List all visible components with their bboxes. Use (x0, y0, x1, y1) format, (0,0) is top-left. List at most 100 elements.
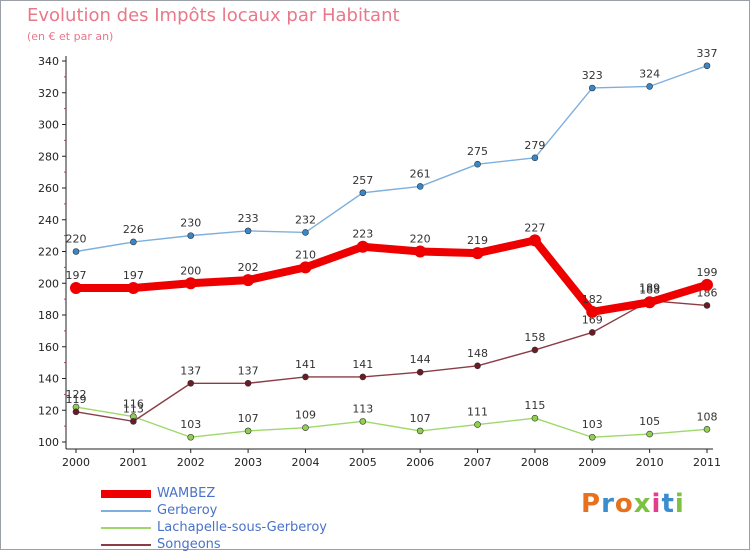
data-label-wambez: 197 (66, 269, 87, 282)
data-point-gerberoy (187, 232, 195, 239)
y-tick-label: 100 (38, 436, 59, 449)
data-point-gerberoy (531, 154, 539, 162)
data-point-songeons (187, 379, 195, 387)
legend-swatch-songeons (101, 543, 151, 546)
data-point-wambez (356, 240, 369, 253)
data-label-lachapelle-sous-gerberoy: 107 (238, 412, 259, 425)
legend-swatch-gerberoy (101, 509, 151, 512)
y-tick-label: 160 (38, 341, 59, 354)
data-label-songeons: 137 (238, 364, 259, 377)
logo-letter: i (651, 489, 662, 519)
data-label-gerberoy: 275 (467, 145, 488, 158)
data-point-lachapelle-sous-gerberoy (359, 418, 367, 425)
data-label-songeons: 119 (66, 393, 87, 406)
data-label-lachapelle-sous-gerberoy: 103 (582, 418, 603, 431)
legend: WAMBEZ Gerberoy Lachapelle-sous-Gerberoy… (101, 485, 327, 553)
y-tick-label: 260 (38, 182, 59, 195)
data-label-lachapelle-sous-gerberoy: 109 (295, 409, 316, 422)
logo-letter: x (633, 489, 652, 519)
x-tick-label: 2009 (578, 456, 606, 469)
data-label-gerberoy: 233 (238, 212, 259, 225)
data-label-songeons: 189 (639, 282, 660, 295)
y-tick-label: 200 (38, 277, 59, 290)
x-tick-label: 2002 (177, 456, 205, 469)
data-label-songeons: 113 (123, 402, 144, 415)
data-label-gerberoy: 323 (582, 69, 603, 82)
data-label-songeons: 158 (524, 331, 545, 344)
data-label-lachapelle-sous-gerberoy: 113 (352, 402, 373, 415)
legend-label-songeons: Songeons (157, 537, 221, 552)
data-point-wambez (701, 278, 713, 291)
data-label-wambez: 182 (582, 293, 603, 306)
legend-label-gerberoy: Gerberoy (157, 503, 218, 518)
data-point-wambez (586, 305, 599, 318)
data-label-wambez: 219 (467, 234, 488, 247)
data-label-gerberoy: 226 (123, 223, 144, 236)
data-label-wambez: 202 (238, 261, 259, 274)
data-point-gerberoy (703, 62, 711, 70)
legend-swatch-lachapelle (101, 526, 151, 529)
x-tick-label: 2000 (62, 456, 90, 469)
y-tick-label: 300 (38, 119, 59, 132)
x-tick-label: 2001 (119, 456, 147, 469)
logo-letter: t (661, 489, 675, 519)
data-point-songeons (703, 302, 711, 309)
data-point-gerberoy (72, 248, 80, 255)
data-point-songeons (531, 346, 539, 354)
y-tick-label: 140 (38, 373, 59, 386)
data-point-lachapelle-sous-gerberoy (187, 433, 195, 441)
data-label-gerberoy: 230 (180, 217, 201, 230)
y-tick-label: 180 (38, 309, 59, 322)
data-point-wambez (242, 274, 255, 287)
legend-item-lachapelle: Lachapelle-sous-Gerberoy (101, 519, 327, 536)
data-label-gerberoy: 232 (295, 213, 316, 226)
y-tick-label: 320 (38, 87, 59, 100)
data-point-gerberoy (416, 183, 424, 190)
x-tick-label: 2008 (521, 456, 549, 469)
proxiti-logo: Proxiti (581, 489, 685, 519)
data-point-wambez (184, 277, 197, 290)
data-point-wambez (643, 296, 656, 309)
x-tick-label: 2003 (234, 456, 262, 469)
data-point-songeons (130, 418, 137, 425)
data-point-lachapelle-sous-gerberoy (244, 427, 252, 435)
x-tick-label: 2007 (464, 456, 492, 469)
x-tick-label: 2004 (291, 456, 319, 469)
x-tick-label: 2005 (349, 456, 377, 469)
data-label-gerberoy: 220 (66, 233, 87, 246)
x-tick-label: 2006 (406, 456, 434, 469)
data-label-wambez: 210 (295, 248, 316, 261)
legend-swatch-wambez (101, 489, 151, 498)
data-label-wambez: 220 (410, 233, 431, 246)
data-label-lachapelle-sous-gerberoy: 103 (180, 418, 201, 431)
series-line-songeons (75, 300, 708, 423)
data-label-lachapelle-sous-gerberoy: 108 (697, 410, 718, 423)
data-label-gerberoy: 257 (352, 174, 373, 187)
data-point-gerberoy (646, 83, 653, 90)
legend-item-songeons: Songeons (101, 536, 327, 553)
data-point-wambez (528, 234, 541, 247)
data-label-lachapelle-sous-gerberoy: 111 (467, 406, 488, 419)
data-label-gerberoy: 261 (410, 167, 431, 180)
data-label-wambez: 188 (639, 283, 660, 296)
data-label-wambez: 197 (123, 269, 144, 282)
chart-title: Evolution des Impôts locaux par Habitant (27, 5, 400, 26)
data-label-wambez: 223 (352, 228, 373, 241)
data-point-wambez (414, 245, 427, 258)
data-point-lachapelle-sous-gerberoy (416, 427, 424, 435)
x-tick-label: 2011 (693, 456, 721, 469)
data-label-gerberoy: 279 (524, 139, 545, 152)
data-point-songeons (244, 379, 252, 387)
data-point-wambez (471, 247, 484, 260)
data-point-gerberoy (302, 229, 309, 236)
data-point-wambez (299, 261, 312, 274)
data-point-gerberoy (474, 160, 481, 168)
data-label-songeons: 144 (410, 353, 431, 366)
data-point-lachapelle-sous-gerberoy (588, 433, 596, 441)
legend-label-lachapelle: Lachapelle-sous-Gerberoy (157, 520, 328, 535)
data-point-gerberoy (244, 227, 252, 235)
data-point-songeons (416, 368, 424, 376)
y-tick-label: 120 (38, 404, 59, 417)
